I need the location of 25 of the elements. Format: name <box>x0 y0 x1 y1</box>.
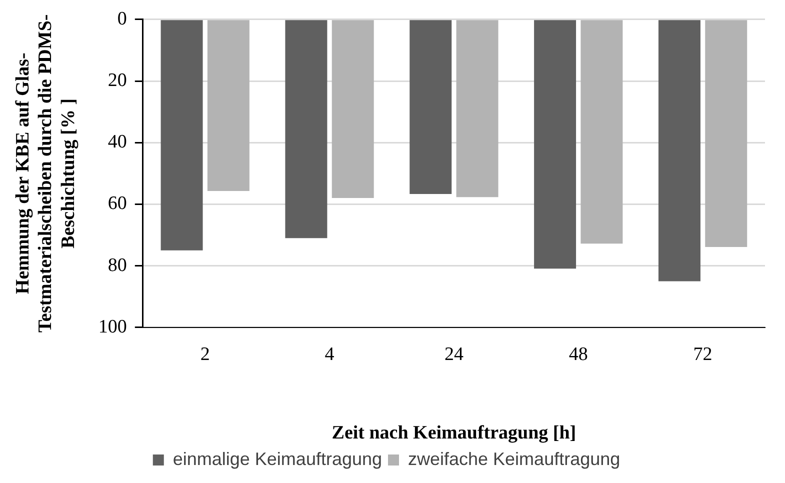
bar <box>332 20 374 198</box>
y-tick-label: 40 <box>108 132 127 153</box>
bar <box>580 20 623 244</box>
bar <box>207 20 250 191</box>
x-tick-label: 72 <box>693 344 712 365</box>
bar <box>705 20 748 248</box>
x-tick-label: 2 <box>200 344 210 365</box>
bar <box>410 20 452 194</box>
x-tick-label: 4 <box>324 344 335 365</box>
bar <box>658 20 700 282</box>
y-tick-label: 20 <box>108 70 127 91</box>
y-tick-label: 0 <box>117 8 127 30</box>
bar <box>456 20 498 198</box>
bar <box>534 20 576 269</box>
legend-label: einmalige Keimauftragung <box>172 448 382 469</box>
y-tick-label: 100 <box>98 316 127 338</box>
x-axis-title: Zeit nach Keimauftragung [h] <box>332 422 576 444</box>
y-axis-title: Hemmung der KBE auf Glas-Testmaterialscheiben durch die PDMS-Beschichtung [% ] <box>12 14 79 333</box>
x-tick-label: 48 <box>568 344 588 365</box>
x-tick-label: 24 <box>444 344 464 365</box>
legend-label: zweifache Keimauftragung <box>408 448 620 469</box>
bar <box>285 20 328 238</box>
y-tick-label: 60 <box>108 193 127 214</box>
bar <box>160 20 203 250</box>
y-tick-label: 80 <box>108 254 127 276</box>
